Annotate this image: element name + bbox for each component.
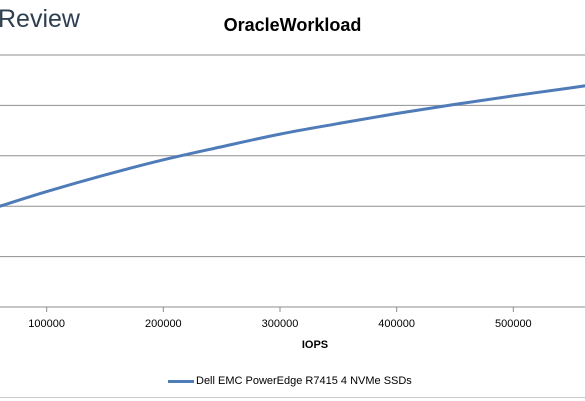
x-tick-label: 500000 xyxy=(495,318,532,330)
plot-area xyxy=(0,84,585,208)
legend-label: Dell EMC PowerEdge R7415 4 NVMe SSDs xyxy=(196,375,412,387)
legend: Dell EMC PowerEdge R7415 4 NVMe SSDs xyxy=(168,374,412,388)
x-tick-label: 400000 xyxy=(378,318,415,330)
x-axis: 100000200000300000400000500000600000 xyxy=(28,307,532,330)
site-logo-text: Review xyxy=(0,5,80,33)
divider xyxy=(0,397,585,398)
series-line xyxy=(0,84,585,208)
x-tick-label: 100000 xyxy=(28,318,65,330)
chart-title: OracleWorkload xyxy=(223,15,362,35)
x-axis-label: IOPS xyxy=(301,339,329,351)
gridlines xyxy=(0,54,585,308)
legend-swatch xyxy=(168,379,194,383)
x-tick-label: 300000 xyxy=(262,318,299,330)
x-tick-label: 200000 xyxy=(145,318,182,330)
